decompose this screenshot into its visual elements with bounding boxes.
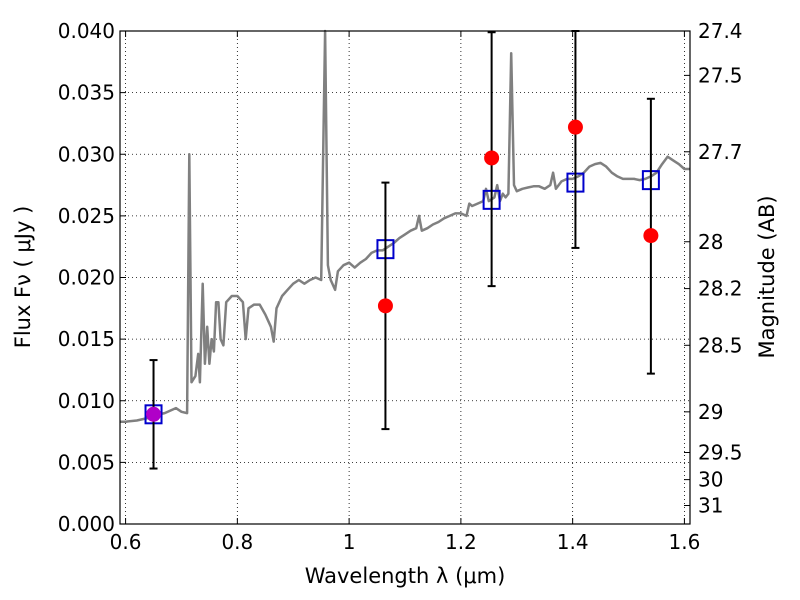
mag-tick-label: 27.4: [698, 19, 743, 43]
y-tick-label: 0.000: [58, 512, 115, 536]
x-tick-label: 0.8: [221, 530, 253, 554]
x-tick-label: 0.6: [110, 530, 142, 554]
observed-flux-point: [146, 406, 162, 422]
plot-area: [120, 29, 690, 470]
mag-tick-label: 27.5: [698, 63, 743, 87]
mag-tick-label: 28: [698, 230, 723, 254]
x-axis-title: Wavelength λ (μm): [305, 564, 506, 588]
right-axis-title: Magnitude (AB): [755, 195, 779, 358]
y-tick-label: 0.010: [58, 389, 115, 413]
x-tick-label: 1.4: [557, 530, 589, 554]
mag-tick-label: 30: [698, 468, 723, 492]
y-tick-label: 0.040: [58, 19, 115, 43]
y-tick-label: 0.025: [58, 204, 115, 228]
grid: [120, 30, 690, 525]
y-tick-label: 0.015: [58, 327, 115, 351]
x-tick-label: 1.6: [669, 530, 701, 554]
mag-tick-label: 28.2: [698, 277, 743, 301]
x-tick-label: 1.2: [445, 530, 477, 554]
mag-tick-label: 29.5: [698, 441, 743, 465]
observed-flux-point: [377, 298, 393, 314]
template-spectrum-line: [120, 29, 690, 423]
mag-tick-label: 31: [698, 494, 723, 518]
observed-flux-point: [643, 228, 659, 244]
y-tick-label: 0.035: [58, 81, 115, 105]
mag-tick-label: 27.7: [698, 140, 743, 164]
axes: 0.6 0.8 1 1.2 1.4 1.6 0.000 0.005 0.010 0.015 0.02…: [58, 19, 743, 554]
y-axis-title: Flux Fν ( μJy ): [11, 206, 35, 349]
observed-flux-point: [484, 150, 500, 166]
y-tick-label: 0.030: [58, 142, 115, 166]
y-tick-label: 0.005: [58, 450, 115, 474]
y-tick-label: 0.020: [58, 266, 115, 290]
x-tick-label: 1: [343, 530, 356, 554]
mag-tick-label: 29: [698, 400, 723, 424]
observed-flux-point: [567, 119, 583, 135]
mag-tick-label: 28.5: [698, 333, 743, 357]
